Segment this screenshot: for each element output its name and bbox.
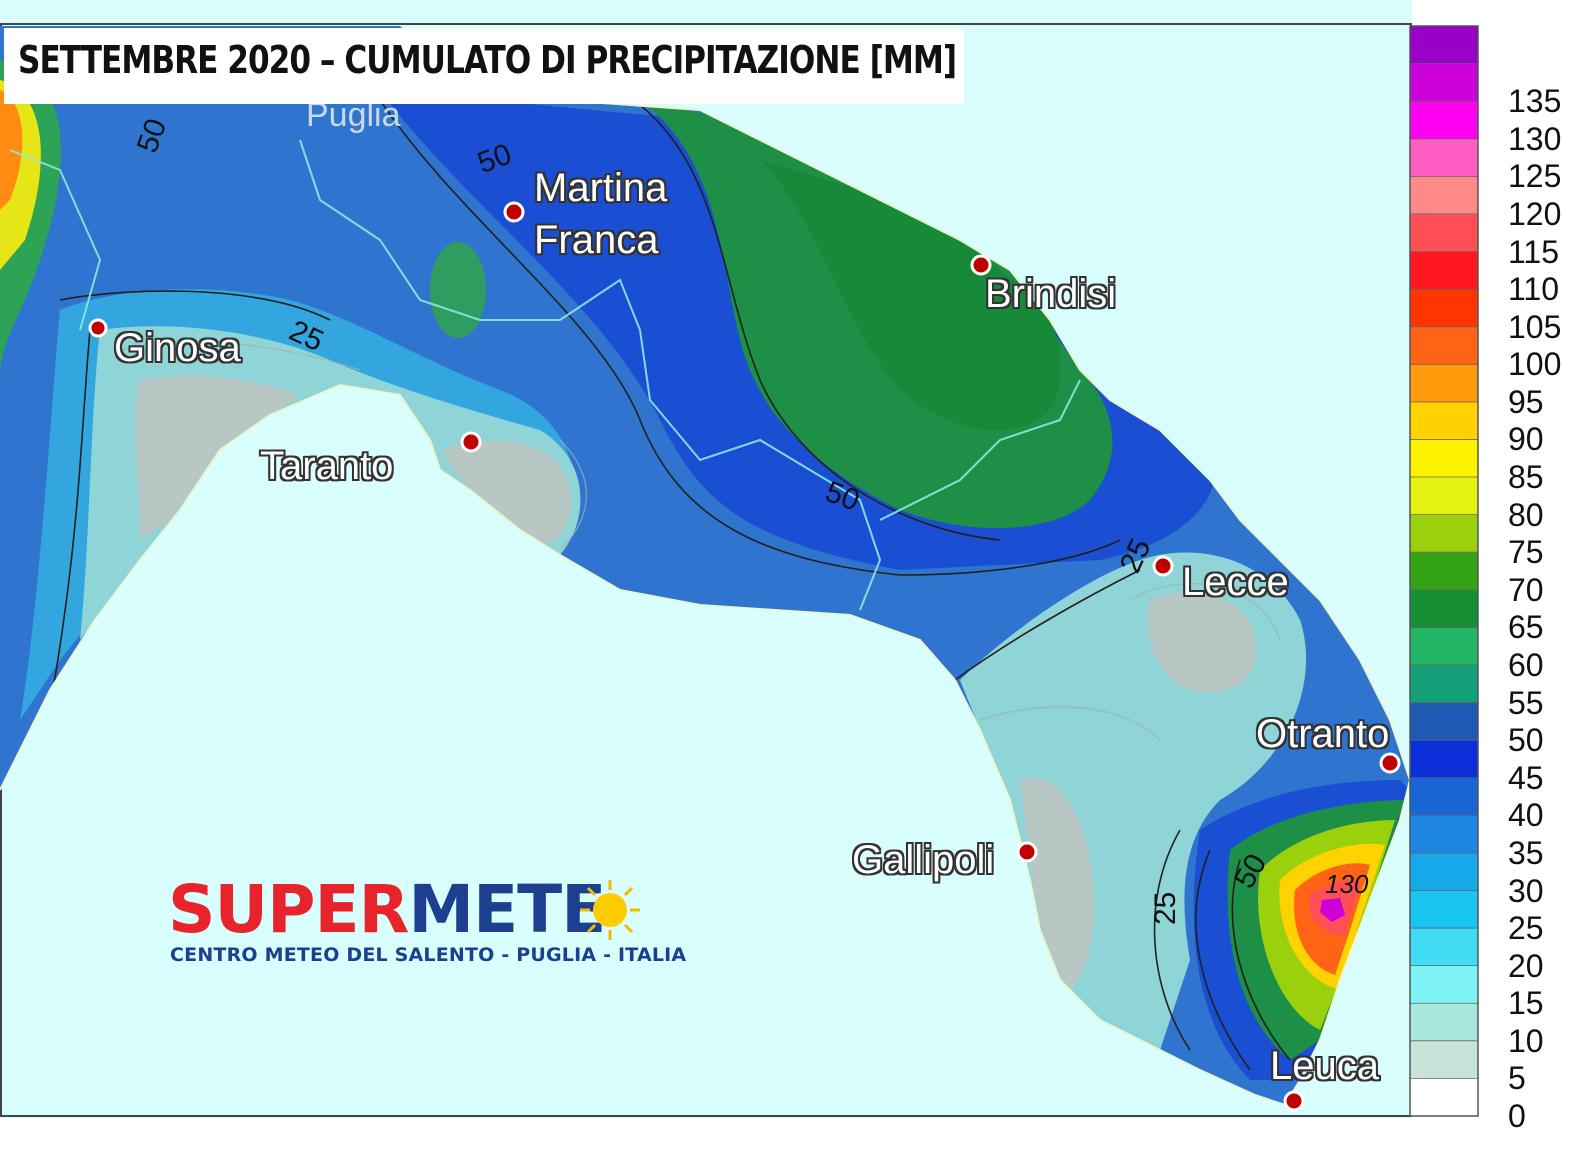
coastline xyxy=(0,89,1412,1107)
legend-tick-label: 70 xyxy=(1508,571,1544,608)
city-marker-gallipoli xyxy=(1016,841,1038,863)
legend-swatch xyxy=(1410,289,1478,328)
legend-tick-label: 110 xyxy=(1508,271,1560,308)
legend-swatch xyxy=(1410,815,1478,854)
legend-tick-label: 115 xyxy=(1508,233,1560,270)
logo-wordmark: SUPERMETE xyxy=(168,870,606,950)
legend-swatch xyxy=(1410,589,1478,628)
legend-swatch xyxy=(1410,514,1478,553)
legend-swatch xyxy=(1410,176,1478,215)
legend-tick-label: 105 xyxy=(1508,308,1562,345)
legend-tick-label: 20 xyxy=(1508,947,1544,984)
legend-colorbar xyxy=(1410,26,1478,1117)
legend-swatch xyxy=(1410,1003,1478,1042)
legend-tick-label: 95 xyxy=(1508,383,1544,420)
legend-swatch xyxy=(1410,928,1478,967)
legend-swatch xyxy=(1410,326,1478,365)
city-label-leuca: Leuca xyxy=(1270,1044,1379,1088)
legend-tick-label: 125 xyxy=(1508,158,1562,195)
legend-tick-label: 55 xyxy=(1508,684,1544,721)
legend-tick-label: 35 xyxy=(1508,834,1544,871)
legend-tick-label: 25 xyxy=(1508,910,1544,947)
legend-tick-label: 135 xyxy=(1508,83,1562,120)
legend-tick-label: 0 xyxy=(1508,1098,1526,1134)
logo-meteo: METE xyxy=(408,871,606,948)
sun-icon xyxy=(580,880,640,940)
city-label-gallipoli: Gallipoli xyxy=(852,838,995,882)
legend-swatch xyxy=(1410,890,1478,929)
legend-swatch xyxy=(1410,702,1478,741)
city-marker-otranto xyxy=(1379,752,1401,774)
legend-swatch xyxy=(1410,852,1478,891)
legend-swatch xyxy=(1410,740,1478,779)
legend-tick-label: 130 xyxy=(1508,120,1562,157)
legend-swatch xyxy=(1410,627,1478,666)
legend-tick-label: 60 xyxy=(1508,647,1544,683)
city-marker-lecce xyxy=(1152,555,1174,577)
legend-swatch xyxy=(1410,251,1478,290)
legend-swatch xyxy=(1410,138,1478,177)
city-label-brindisi: Brindisi xyxy=(985,272,1117,316)
legend-swatch xyxy=(1410,439,1478,478)
legend-tick-label: 50 xyxy=(1508,722,1544,759)
city-label-ginosa: Ginosa xyxy=(114,326,241,370)
legend-tick-label: 80 xyxy=(1508,496,1544,533)
legend-tick-label: 85 xyxy=(1508,459,1544,495)
contour-label: 25 xyxy=(1149,892,1182,925)
legend-tick-label: 45 xyxy=(1508,759,1544,796)
legend-swatch xyxy=(1410,664,1478,704)
legend-swatch xyxy=(1410,965,1478,1004)
city-label-otranto: Otranto xyxy=(1256,712,1390,756)
city-marker-brindisi xyxy=(970,254,992,276)
legend-swatch xyxy=(1410,101,1478,140)
legend-tick-label: 90 xyxy=(1508,421,1544,458)
legend-tick-label: 120 xyxy=(1508,195,1562,232)
legend-swatch xyxy=(1410,364,1478,403)
legend-swatch xyxy=(1410,401,1478,440)
city-label-taranto: Taranto xyxy=(260,444,394,488)
logo-tagline: CENTRO METEO DEL SALENTO - PUGLIA - ITAL… xyxy=(170,944,687,966)
legend-swatch xyxy=(1410,1078,1478,1117)
legend-tick-label: 100 xyxy=(1508,346,1562,383)
title-box: SETTEMBRE 2020 – CUMULATO DI PRECIPITAZI… xyxy=(4,28,964,104)
legend-swatch xyxy=(1410,552,1478,591)
legend-swatch xyxy=(1410,63,1478,102)
city-marker-martina-franca xyxy=(503,201,525,223)
legend-tick-label: 5 xyxy=(1508,1060,1526,1097)
legend-swatch xyxy=(1410,777,1478,816)
city-label-martina-franca: Martina Franca xyxy=(534,166,668,262)
legend-swatch xyxy=(1410,1040,1478,1079)
city-marker-leuca xyxy=(1283,1090,1305,1112)
city-marker-taranto xyxy=(460,431,482,453)
legend-tick-label: 15 xyxy=(1508,985,1544,1022)
legend-tick-label: 65 xyxy=(1508,609,1544,646)
legend-swatch xyxy=(1410,213,1478,253)
legend-tick-label: 75 xyxy=(1508,534,1544,571)
logo-super: SUPER xyxy=(168,871,409,948)
legend-tick-label: 10 xyxy=(1508,1022,1544,1059)
legend-swatch xyxy=(1410,26,1478,65)
city-label-lecce: Lecce xyxy=(1182,560,1289,604)
legend-tick-label: 30 xyxy=(1508,872,1544,909)
province-borders xyxy=(9,139,1081,611)
map-title: SETTEMBRE 2020 – CUMULATO DI PRECIPITAZI… xyxy=(18,38,957,82)
legend-swatch xyxy=(1410,477,1478,516)
city-marker-ginosa xyxy=(88,318,108,338)
contour-label: 130 xyxy=(1325,869,1369,899)
legend-tick-label: 40 xyxy=(1508,797,1544,834)
legend-frame xyxy=(1409,25,1479,1117)
